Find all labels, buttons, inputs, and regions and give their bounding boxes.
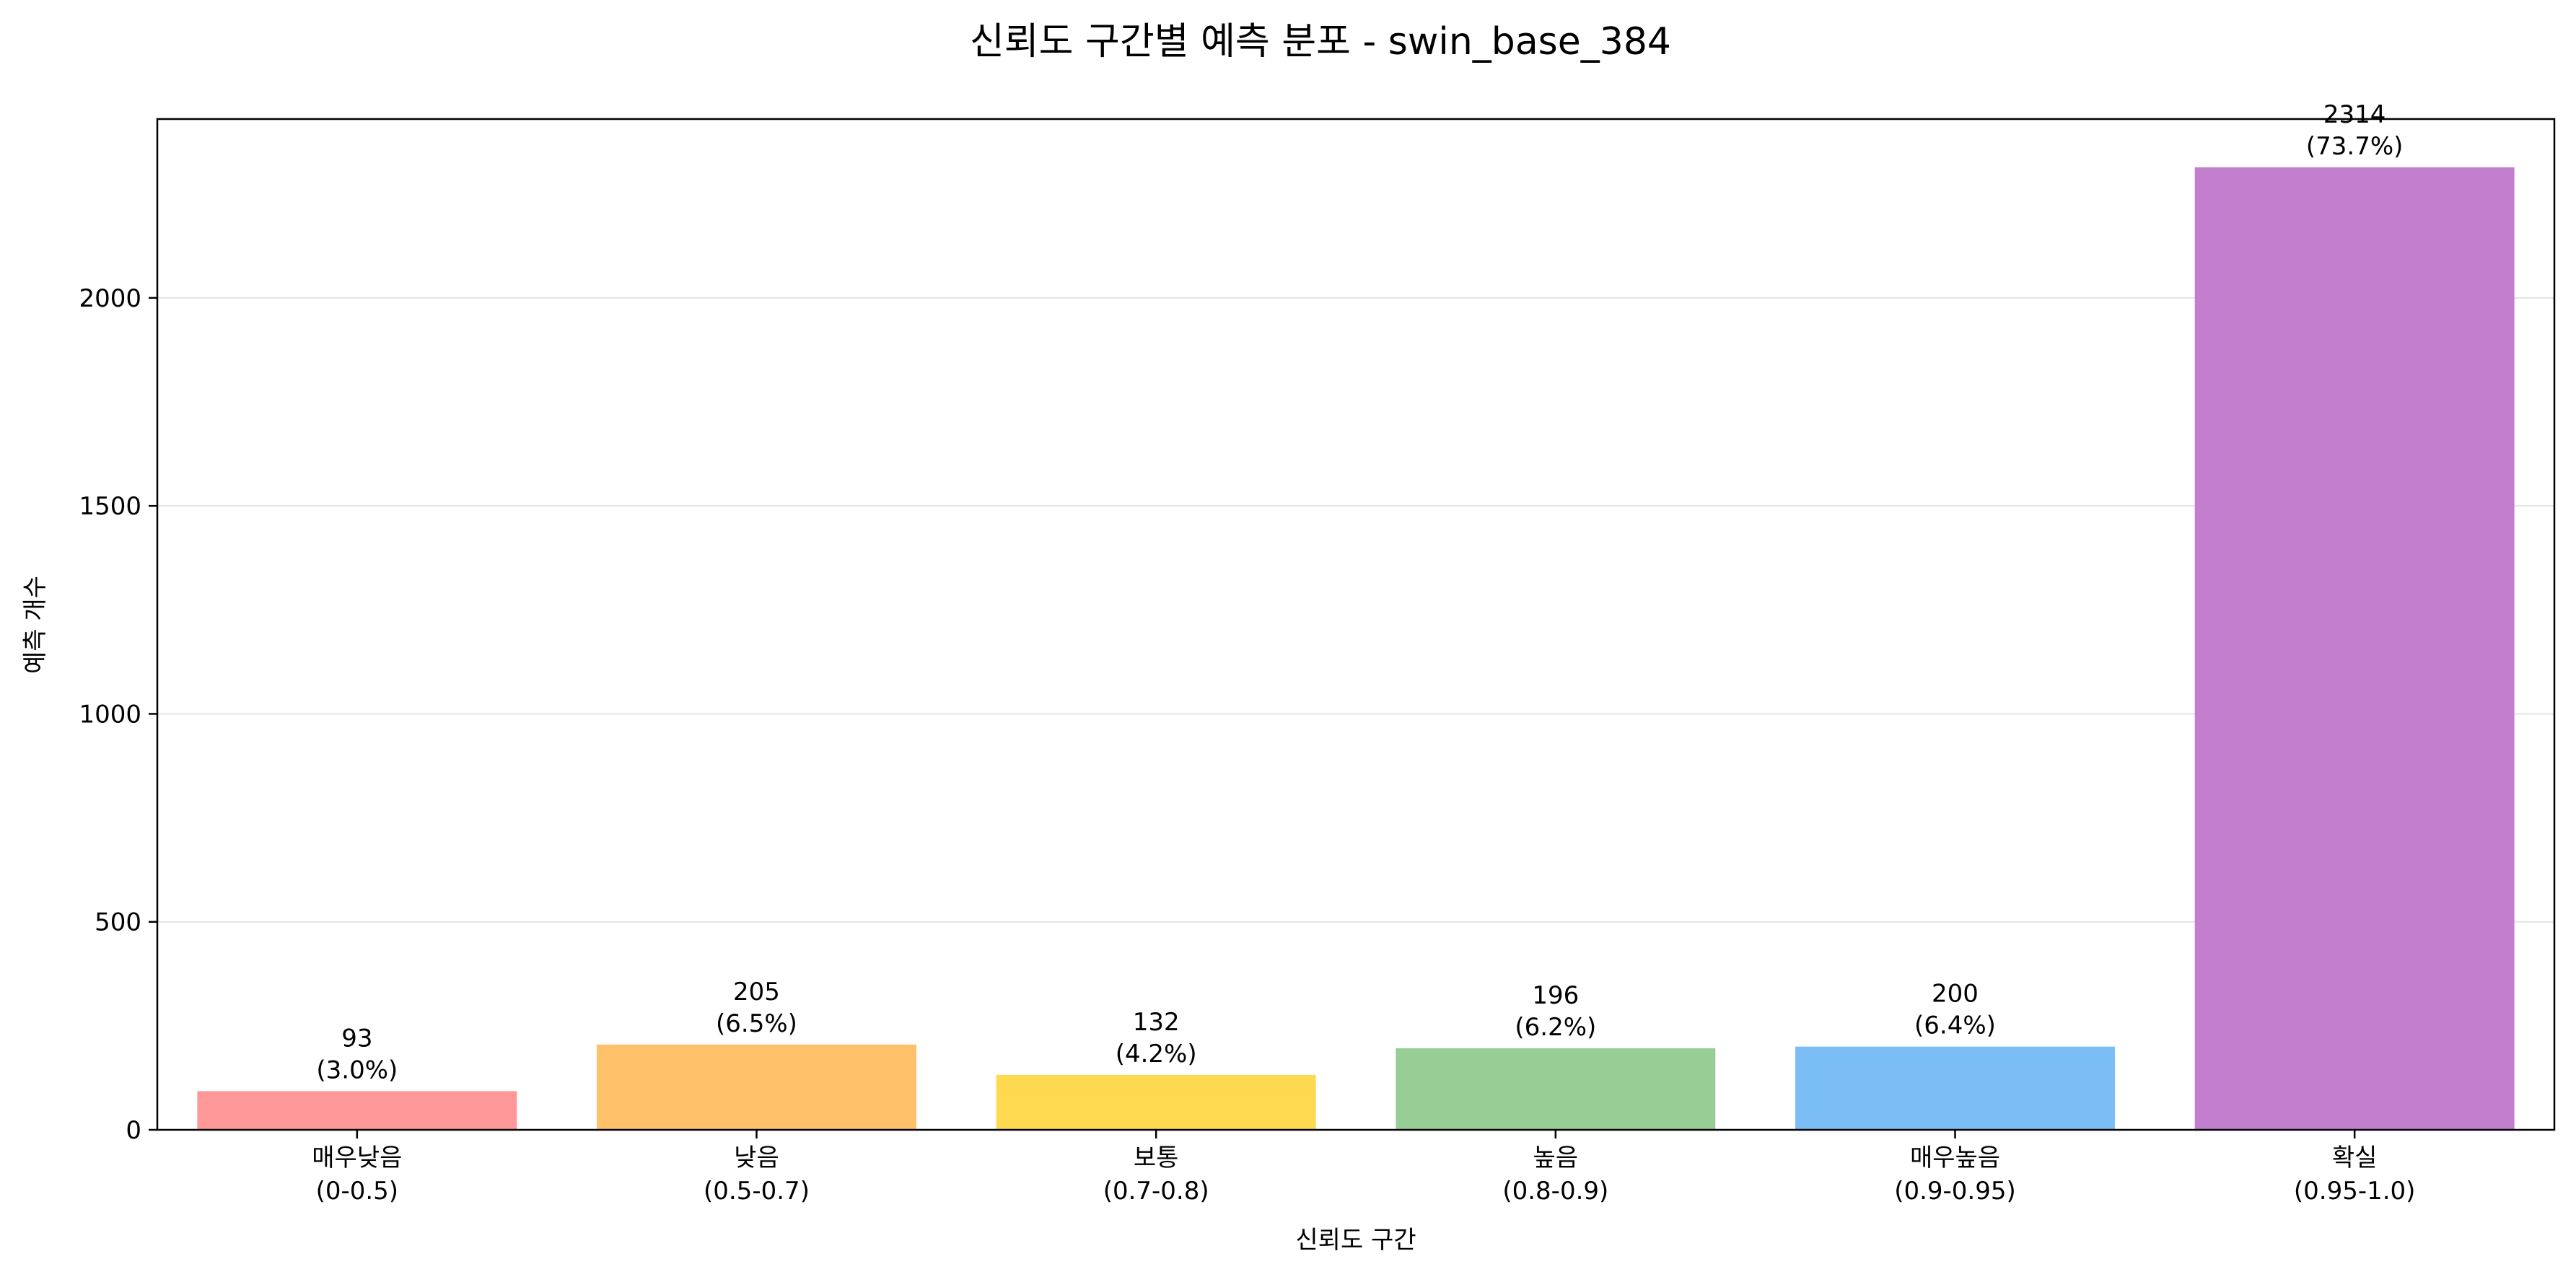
x-tick-range-label: (0.5-0.7)	[704, 1177, 810, 1206]
plot-frame	[156, 118, 2556, 1131]
x-tick-range-label: (0-0.5)	[316, 1177, 399, 1206]
x-tick-label: 높음	[1533, 1144, 1579, 1172]
chart-title: 신뢰도 구간별 예측 분포 - swin_base_384	[970, 20, 1671, 63]
x-tick-label: 낮음	[734, 1144, 779, 1172]
bar-percent-label: (4.2%)	[1116, 1040, 1197, 1068]
gridlines	[157, 297, 2554, 923]
y-axis-ticks: 0 500 1000 1500 2000	[79, 284, 157, 1145]
bar	[2194, 167, 2515, 1130]
y-axis-label: 예측 개수	[21, 576, 50, 674]
bar	[197, 1091, 517, 1130]
y-tick-label: 0	[126, 1116, 141, 1145]
x-tick-label: 확실	[2332, 1144, 2378, 1172]
bar	[1396, 1048, 1716, 1130]
bar-percent-label: (6.4%)	[1914, 1011, 1996, 1040]
bars	[197, 167, 2515, 1130]
bar	[996, 1074, 1316, 1130]
bar-percent-label: (6.2%)	[1515, 1013, 1596, 1042]
x-axis-label: 신뢰도 구간	[1295, 1226, 1416, 1255]
x-axis-ticks: 매우낮음 (0-0.5) 낮음 (0.5-0.7) 보통 (0.7-0.8) 높음 (0.8-…	[312, 1130, 2415, 1206]
bar-percent-label: (3.0%)	[316, 1056, 398, 1084]
bar-value-label: 93	[341, 1024, 372, 1053]
bar	[597, 1044, 916, 1130]
y-tick-label: 1000	[79, 700, 141, 729]
bar-percent-label: (6.5%)	[716, 1009, 797, 1038]
bar-value-label: 132	[1133, 1008, 1180, 1037]
data-labels: 93 (3.0%) 205 (6.5%) 132 (4.2%) 196 (6.2%) 200(6…	[316, 100, 2403, 1085]
bar-percent-label: (73.7%)	[2306, 132, 2404, 161]
x-tick-label: 매우높음	[1910, 1144, 2000, 1172]
x-tick-range-label: (0.95-1.0)	[2294, 1177, 2416, 1206]
x-tick-range-label: (0.9-0.95)	[1894, 1177, 2016, 1206]
bar-value-label: 196	[1532, 981, 1579, 1010]
x-tick-label: 보통	[1134, 1144, 1179, 1172]
y-tick-label: 1500	[79, 492, 141, 521]
x-tick-label: 매우낮음	[312, 1144, 402, 1172]
y-tick-label: 500	[95, 908, 141, 937]
bar-value-label: 2314	[2323, 100, 2386, 129]
x-tick-range-label: (0.7-0.8)	[1103, 1177, 1209, 1206]
x-tick-range-label: (0.8-0.9)	[1502, 1177, 1608, 1206]
bar-value-label: 200	[1932, 980, 1979, 1009]
bar	[1795, 1046, 2115, 1130]
bar-value-label: 205	[733, 978, 780, 1006]
y-tick-label: 2000	[79, 284, 141, 313]
